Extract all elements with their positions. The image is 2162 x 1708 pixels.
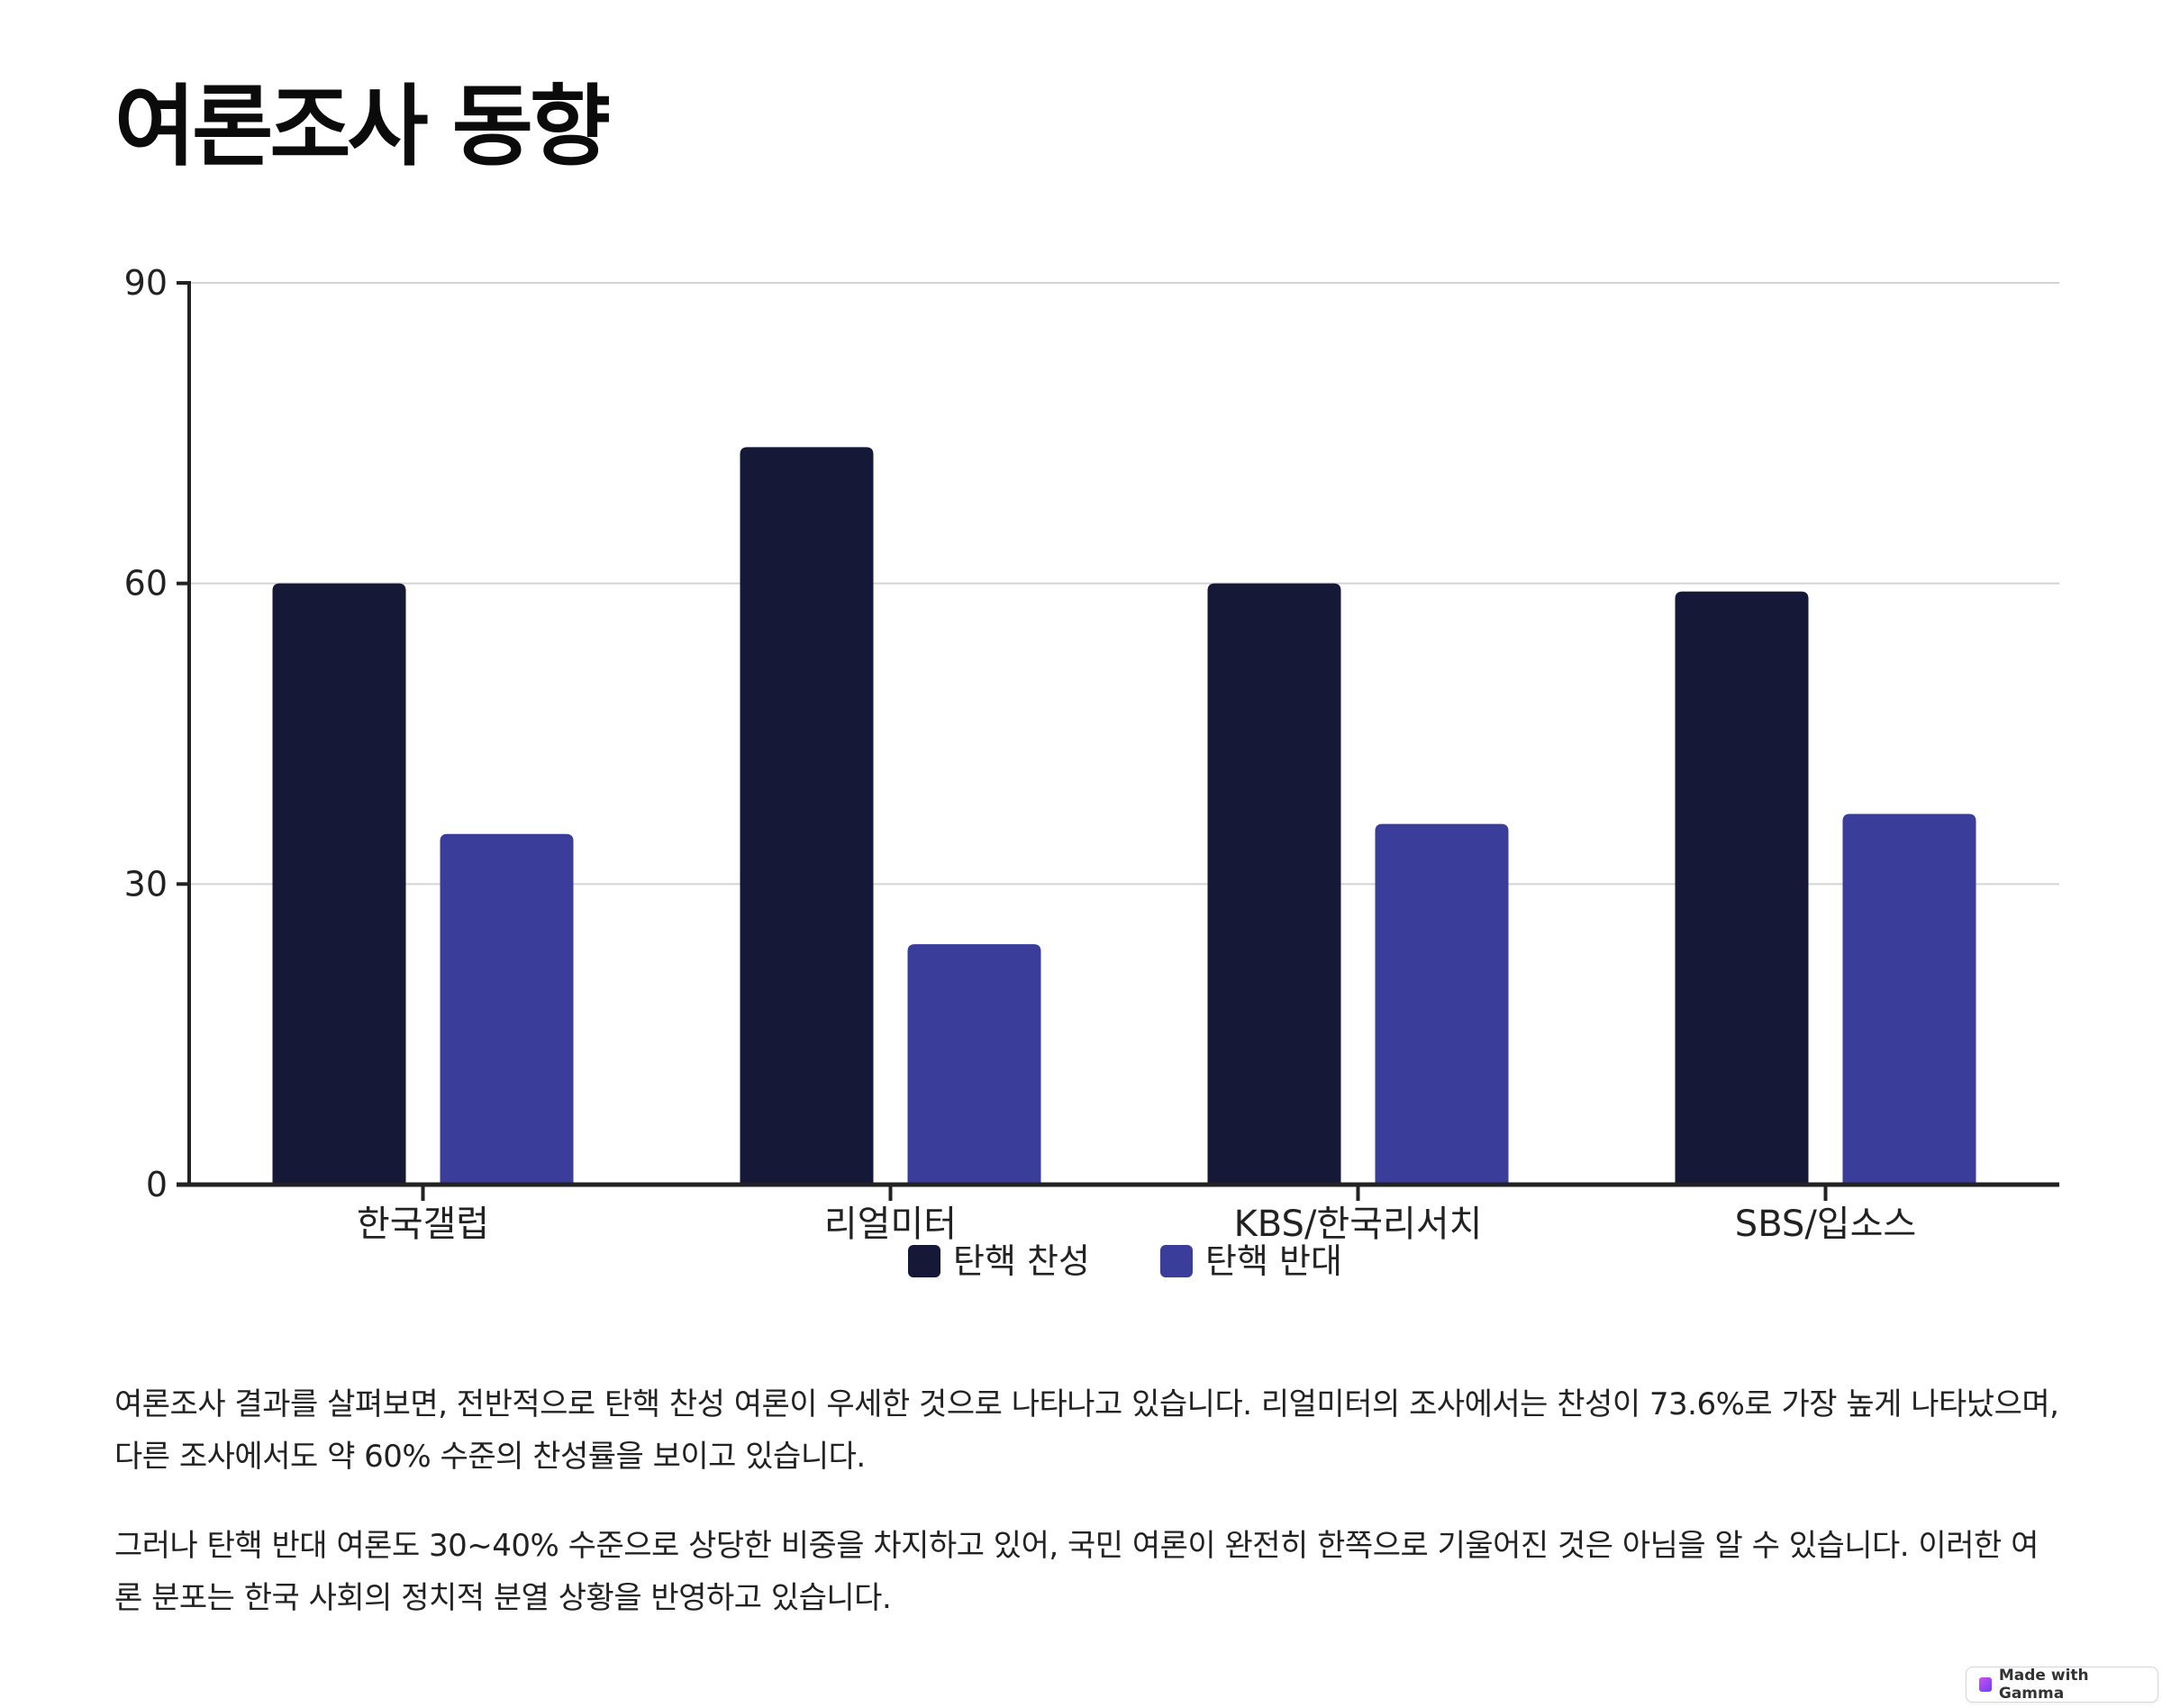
- y-tick-label: 0: [146, 1165, 168, 1204]
- y-tick-label: 60: [124, 564, 168, 604]
- legend-swatch-oppose: [1160, 1245, 1193, 1277]
- badge-label: Made with Gamma: [1998, 1667, 2089, 1703]
- bar-oppose-1: [907, 944, 1041, 1185]
- paragraph-2: 그러나 탄핵 반대 여론도 30~40% 수준으로 상당한 비중을 차지하고 있…: [114, 1528, 2039, 1616]
- page-title: 여론조사 동향: [114, 76, 611, 178]
- legend-label-favor: 탄핵 찬성: [953, 1241, 1090, 1281]
- made-with-gamma-badge[interactable]: Made with Gamma: [1966, 1667, 2158, 1703]
- legend-swatch-favor: [908, 1245, 940, 1277]
- y-tick-label: 90: [124, 263, 168, 303]
- x-tick-label: KBS/한국리서치: [1234, 1204, 1483, 1245]
- bar-favor-3: [1675, 591, 1809, 1185]
- legend-label-oppose: 탄핵 반대: [1205, 1241, 1342, 1281]
- gamma-logo-icon: [1979, 1677, 1992, 1692]
- bar-favor-0: [272, 583, 406, 1185]
- bar-oppose-3: [1842, 813, 1976, 1185]
- x-tick-label: 한국갤럽: [357, 1204, 489, 1245]
- bar-favor-1: [740, 447, 874, 1186]
- bar-oppose-0: [440, 833, 574, 1185]
- bar-oppose-2: [1375, 823, 1509, 1185]
- paragraph-1: 여론조사 결과를 살펴보면, 전반적으로 탄핵 찬성 여론이 우세한 것으로 나…: [114, 1386, 2059, 1475]
- bar-favor-2: [1207, 583, 1341, 1185]
- x-tick-label: 리얼미터: [824, 1204, 957, 1245]
- x-tick-label: SBS/입소스: [1735, 1204, 1916, 1245]
- y-tick-label: 30: [124, 864, 168, 904]
